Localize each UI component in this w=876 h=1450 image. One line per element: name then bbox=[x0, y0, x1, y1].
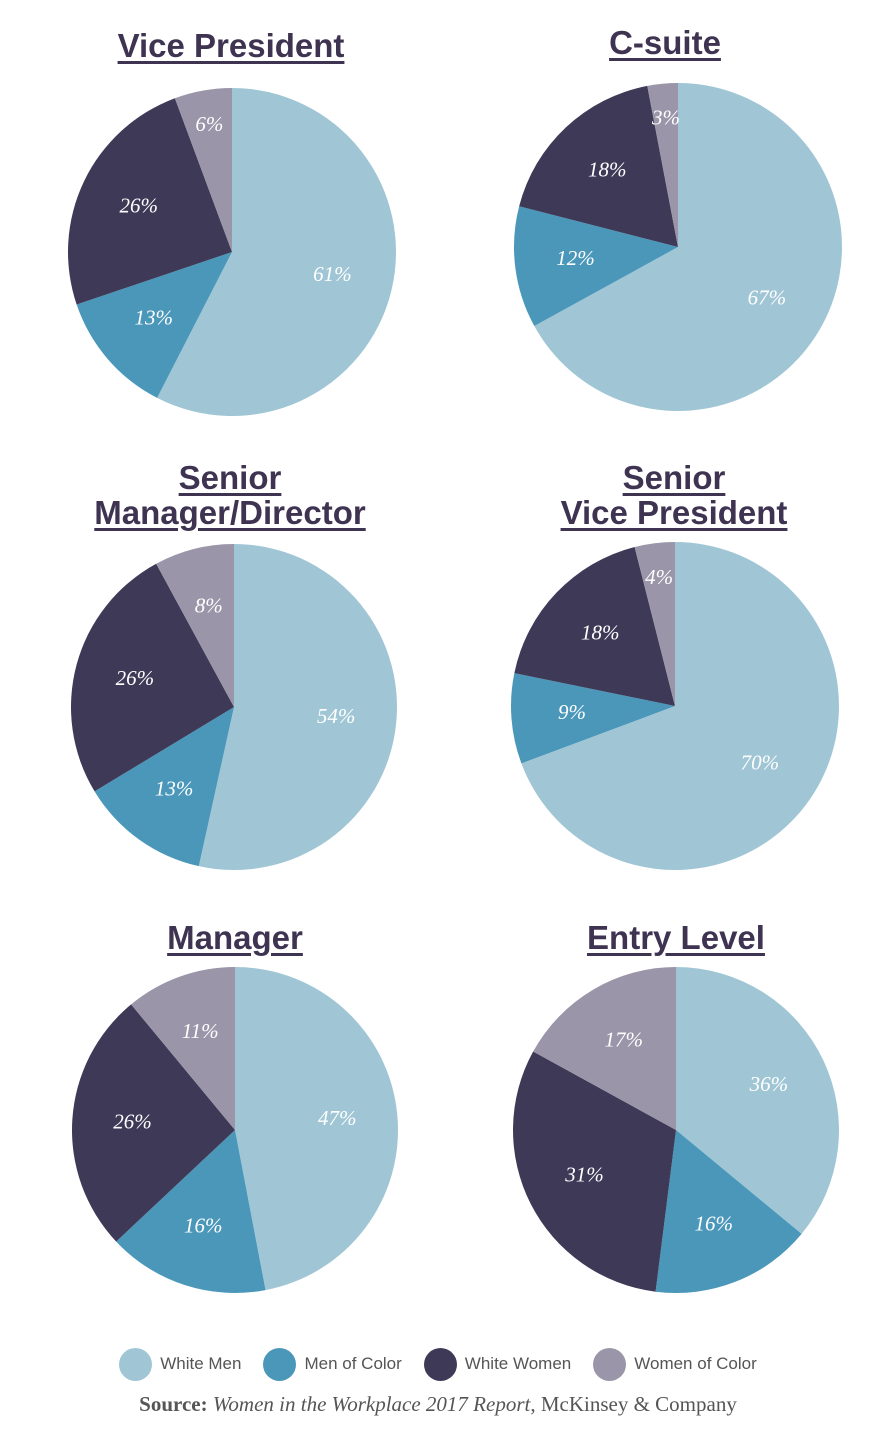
pie-slice-white-women bbox=[70, 563, 234, 792]
legend-swatch-white-women bbox=[423, 1347, 457, 1381]
pie-slice-men-of-color bbox=[655, 1130, 802, 1293]
chart-panel-senior-vice-president: Senior Vice President 70% 9% 18% 4% bbox=[455, 440, 876, 890]
pie-chart: 54% 13% 26% 8% bbox=[70, 544, 397, 870]
pie-label-white-women: 18% bbox=[581, 620, 620, 644]
pie-chart: 61% 13% 26% 6% bbox=[67, 88, 397, 416]
chart-title-line: Senior bbox=[178, 459, 282, 496]
chart-panel-manager: Manager 47% 16% 26% 11% bbox=[16, 890, 454, 1330]
pie-label-white-women: 31% bbox=[564, 1162, 604, 1186]
pie-label-men-of-color: 12% bbox=[556, 246, 595, 270]
chart-title: Manager bbox=[16, 920, 454, 955]
legend-label: Men of Color bbox=[304, 1354, 402, 1373]
pie-slice-white-men bbox=[676, 967, 839, 1234]
pie-slice-men-of-color bbox=[514, 206, 678, 327]
pie-slice-white-men bbox=[534, 83, 842, 411]
legend-item-men-of-color: Men of Color bbox=[263, 1347, 402, 1381]
legend-swatch-women-of-color bbox=[593, 1347, 627, 1381]
source-title: Women in the Workplace 2017 Report bbox=[212, 1392, 531, 1416]
chart-title-line: Vice President bbox=[117, 27, 345, 64]
legend-label: Women of Color bbox=[634, 1354, 757, 1373]
chart-title-line: Vice President bbox=[560, 494, 788, 531]
pie-label-men-of-color: 9% bbox=[558, 700, 586, 724]
pie-label-white-women: 18% bbox=[588, 157, 627, 181]
pie-label-white-men: 70% bbox=[741, 751, 780, 775]
source-suffix: , McKinsey & Company bbox=[530, 1392, 737, 1416]
pie-chart: 36% 16% 31% 17% bbox=[513, 967, 839, 1293]
pie-label-women-of-color: 4% bbox=[645, 565, 673, 589]
legend-item-women-of-color: Women of Color bbox=[593, 1347, 757, 1381]
pie-slice-women-of-color bbox=[634, 542, 675, 706]
legend-swatch-men-of-color bbox=[263, 1347, 297, 1381]
pie-slice-white-women bbox=[519, 85, 678, 247]
pie-label-women-of-color: 6% bbox=[195, 112, 223, 136]
pie-label-women-of-color: 3% bbox=[651, 105, 680, 129]
chart-title: C-suite bbox=[446, 25, 876, 60]
pie-slice-men-of-color bbox=[511, 673, 675, 764]
pie-label-men-of-color: 13% bbox=[134, 305, 173, 329]
legend: White Men Men of Color White Women Women… bbox=[0, 1346, 876, 1382]
chart-title: Entry Level bbox=[457, 920, 876, 955]
chart-panel-senior-manager-director: Senior Manager/Director 54% 13% 26% 8% bbox=[11, 440, 449, 890]
pie-slice-women-of-color bbox=[647, 83, 678, 247]
pie-slice-women-of-color bbox=[174, 88, 232, 252]
pie-slice-white-women bbox=[71, 1004, 235, 1242]
pie-label-women-of-color: 8% bbox=[195, 593, 223, 617]
legend-label: White Women bbox=[464, 1354, 572, 1373]
pie-label-men-of-color: 16% bbox=[184, 1213, 223, 1237]
pie-label-white-men: 67% bbox=[748, 285, 787, 309]
chart-title: Vice President bbox=[12, 28, 450, 63]
pie-label-white-men: 36% bbox=[749, 1072, 789, 1096]
pie-label-women-of-color: 11% bbox=[182, 1019, 219, 1043]
source-note: Source: Women in the Workplace 2017 Repo… bbox=[0, 1392, 876, 1417]
pie-slice-women-of-color bbox=[156, 544, 234, 707]
pie-slice-white-men bbox=[157, 88, 397, 416]
pie-label-white-women: 26% bbox=[116, 666, 155, 690]
pie-chart: 67% 12% 18% 3% bbox=[514, 83, 842, 411]
legend-label: White Men bbox=[160, 1354, 242, 1373]
pie-slice-white-men bbox=[521, 542, 839, 870]
legend-item-white-women: White Women bbox=[423, 1347, 572, 1381]
chart-title-line: Entry Level bbox=[587, 919, 765, 956]
pie-label-white-men: 61% bbox=[313, 262, 352, 286]
pie-slice-women-of-color bbox=[131, 967, 235, 1130]
chart-title-line: Manager/Director bbox=[94, 494, 366, 531]
chart-title-line: Manager bbox=[167, 919, 303, 956]
pie-slice-women-of-color bbox=[533, 967, 676, 1130]
pie-chart: 47% 16% 26% 11% bbox=[71, 967, 398, 1293]
pie-slice-white-women bbox=[513, 1051, 676, 1292]
chart-panel-entry-level: Entry Level 36% 16% 31% 17% bbox=[457, 890, 876, 1330]
legend-item-white-men: White Men bbox=[119, 1347, 242, 1381]
pie-label-men-of-color: 16% bbox=[695, 1211, 734, 1235]
chart-title-line: C-suite bbox=[609, 24, 721, 61]
pie-label-men-of-color: 13% bbox=[155, 776, 194, 800]
pie-label-women-of-color: 17% bbox=[604, 1027, 643, 1051]
pie-label-white-men: 54% bbox=[317, 704, 356, 728]
pie-label-white-women: 26% bbox=[119, 193, 158, 217]
chart-title-line: Senior bbox=[622, 459, 726, 496]
pie-slice-white-men bbox=[235, 967, 398, 1291]
pie-label-white-women: 26% bbox=[113, 1109, 152, 1133]
pie-slice-men-of-color bbox=[94, 707, 234, 867]
chart-panel-c-suite: C-suite 67% 12% 18% 3% bbox=[446, 0, 876, 440]
chart-panel-vice-president: Vice President 61% 13% 26% 6% bbox=[12, 0, 450, 440]
chart-title: Senior Vice President bbox=[455, 460, 876, 530]
pie-slice-white-women bbox=[514, 547, 675, 706]
pie-label-white-men: 47% bbox=[318, 1106, 357, 1130]
legend-swatch-white-men bbox=[119, 1347, 153, 1381]
pie-slice-men-of-color bbox=[116, 1130, 266, 1293]
pie-slice-white-women bbox=[67, 98, 232, 305]
chart-title: Senior Manager/Director bbox=[11, 460, 449, 530]
pie-slice-white-men bbox=[198, 544, 397, 870]
source-prefix: Source: bbox=[139, 1392, 208, 1416]
pie-slice-men-of-color bbox=[76, 252, 232, 398]
pie-chart: 70% 9% 18% 4% bbox=[511, 542, 839, 870]
